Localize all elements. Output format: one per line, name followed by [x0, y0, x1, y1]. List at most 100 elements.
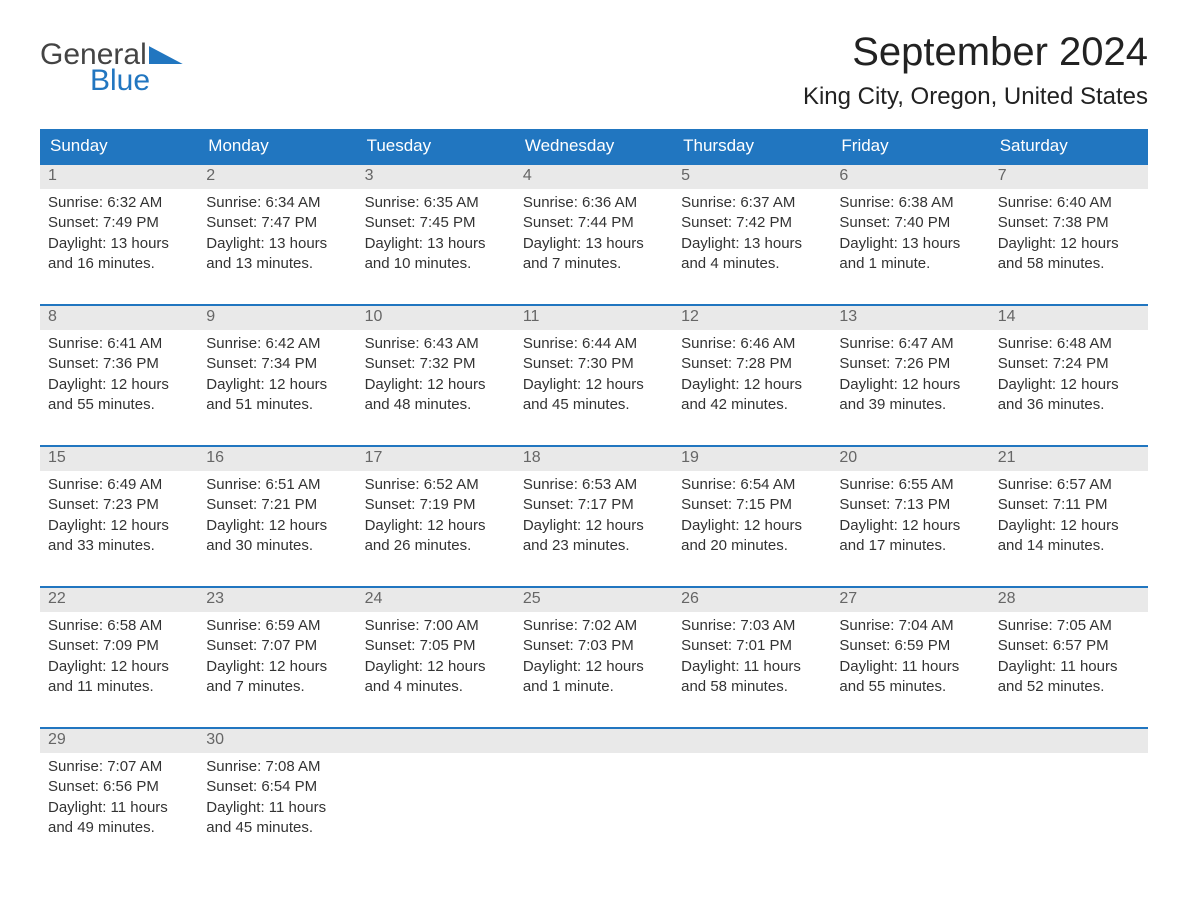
day-number: 18 — [515, 447, 673, 471]
daylight-text: Daylight: 12 hours and 58 minutes. — [998, 234, 1140, 275]
day-body: Sunrise: 6:48 AMSunset: 7:24 PMDaylight:… — [990, 330, 1148, 423]
day-cell: 7Sunrise: 6:40 AMSunset: 7:38 PMDaylight… — [990, 165, 1148, 282]
day-body — [673, 753, 831, 765]
week-row: 15Sunrise: 6:49 AMSunset: 7:23 PMDayligh… — [40, 445, 1148, 564]
daylight-text: Daylight: 12 hours and 55 minutes. — [48, 375, 190, 416]
day-number: 25 — [515, 588, 673, 612]
day-number: 26 — [673, 588, 831, 612]
day-body: Sunrise: 6:46 AMSunset: 7:28 PMDaylight:… — [673, 330, 831, 423]
sunrise-text: Sunrise: 6:51 AM — [206, 475, 348, 495]
day-cell: 19Sunrise: 6:54 AMSunset: 7:15 PMDayligh… — [673, 447, 831, 564]
logo-triangle-icon — [149, 46, 183, 64]
day-cell — [357, 729, 515, 846]
day-number: 6 — [831, 165, 989, 189]
sunset-text: Sunset: 7:21 PM — [206, 495, 348, 515]
daylight-text: Daylight: 12 hours and 4 minutes. — [365, 657, 507, 698]
sunrise-text: Sunrise: 7:02 AM — [523, 616, 665, 636]
sunrise-text: Sunrise: 6:37 AM — [681, 193, 823, 213]
sunrise-text: Sunrise: 6:34 AM — [206, 193, 348, 213]
day-number — [673, 729, 831, 753]
day-cell — [990, 729, 1148, 846]
day-cell: 27Sunrise: 7:04 AMSunset: 6:59 PMDayligh… — [831, 588, 989, 705]
day-number: 11 — [515, 306, 673, 330]
sunset-text: Sunset: 7:11 PM — [998, 495, 1140, 515]
day-cell: 5Sunrise: 6:37 AMSunset: 7:42 PMDaylight… — [673, 165, 831, 282]
logo: General Blue — [40, 40, 183, 96]
day-cell: 17Sunrise: 6:52 AMSunset: 7:19 PMDayligh… — [357, 447, 515, 564]
day-number: 12 — [673, 306, 831, 330]
day-body: Sunrise: 6:34 AMSunset: 7:47 PMDaylight:… — [198, 189, 356, 282]
month-title: September 2024 — [803, 30, 1148, 75]
day-body: Sunrise: 6:54 AMSunset: 7:15 PMDaylight:… — [673, 471, 831, 564]
day-number: 30 — [198, 729, 356, 753]
sunrise-text: Sunrise: 6:36 AM — [523, 193, 665, 213]
day-cell: 3Sunrise: 6:35 AMSunset: 7:45 PMDaylight… — [357, 165, 515, 282]
day-cell: 24Sunrise: 7:00 AMSunset: 7:05 PMDayligh… — [357, 588, 515, 705]
sunrise-text: Sunrise: 6:59 AM — [206, 616, 348, 636]
day-cell: 20Sunrise: 6:55 AMSunset: 7:13 PMDayligh… — [831, 447, 989, 564]
daylight-text: Daylight: 12 hours and 17 minutes. — [839, 516, 981, 557]
day-cell — [673, 729, 831, 846]
day-number: 5 — [673, 165, 831, 189]
day-cell: 26Sunrise: 7:03 AMSunset: 7:01 PMDayligh… — [673, 588, 831, 705]
day-number: 23 — [198, 588, 356, 612]
title-block: September 2024 King City, Oregon, United… — [803, 30, 1148, 111]
daylight-text: Daylight: 11 hours and 45 minutes. — [206, 798, 348, 839]
sunrise-text: Sunrise: 7:05 AM — [998, 616, 1140, 636]
sunset-text: Sunset: 7:34 PM — [206, 354, 348, 374]
day-header-sunday: Sunday — [40, 129, 198, 163]
week-row: 29Sunrise: 7:07 AMSunset: 6:56 PMDayligh… — [40, 727, 1148, 846]
day-number: 29 — [40, 729, 198, 753]
daylight-text: Daylight: 13 hours and 1 minute. — [839, 234, 981, 275]
day-body: Sunrise: 7:00 AMSunset: 7:05 PMDaylight:… — [357, 612, 515, 705]
day-cell — [515, 729, 673, 846]
sunrise-text: Sunrise: 6:38 AM — [839, 193, 981, 213]
sunset-text: Sunset: 7:05 PM — [365, 636, 507, 656]
daylight-text: Daylight: 12 hours and 20 minutes. — [681, 516, 823, 557]
day-cell: 29Sunrise: 7:07 AMSunset: 6:56 PMDayligh… — [40, 729, 198, 846]
day-body: Sunrise: 6:55 AMSunset: 7:13 PMDaylight:… — [831, 471, 989, 564]
day-body — [357, 753, 515, 765]
sunset-text: Sunset: 7:36 PM — [48, 354, 190, 374]
day-cell: 15Sunrise: 6:49 AMSunset: 7:23 PMDayligh… — [40, 447, 198, 564]
day-number: 2 — [198, 165, 356, 189]
sunset-text: Sunset: 7:44 PM — [523, 213, 665, 233]
sunset-text: Sunset: 7:38 PM — [998, 213, 1140, 233]
day-number — [990, 729, 1148, 753]
day-body: Sunrise: 6:57 AMSunset: 7:11 PMDaylight:… — [990, 471, 1148, 564]
day-number: 22 — [40, 588, 198, 612]
daylight-text: Daylight: 11 hours and 52 minutes. — [998, 657, 1140, 698]
day-cell — [831, 729, 989, 846]
sunrise-text: Sunrise: 6:55 AM — [839, 475, 981, 495]
day-number: 15 — [40, 447, 198, 471]
day-body: Sunrise: 6:59 AMSunset: 7:07 PMDaylight:… — [198, 612, 356, 705]
sunrise-text: Sunrise: 6:41 AM — [48, 334, 190, 354]
sunrise-text: Sunrise: 6:47 AM — [839, 334, 981, 354]
day-header-saturday: Saturday — [990, 129, 1148, 163]
daylight-text: Daylight: 12 hours and 39 minutes. — [839, 375, 981, 416]
sunrise-text: Sunrise: 7:04 AM — [839, 616, 981, 636]
sunset-text: Sunset: 7:32 PM — [365, 354, 507, 374]
sunrise-text: Sunrise: 6:52 AM — [365, 475, 507, 495]
daylight-text: Daylight: 13 hours and 16 minutes. — [48, 234, 190, 275]
day-body — [515, 753, 673, 765]
sunset-text: Sunset: 7:17 PM — [523, 495, 665, 515]
sunrise-text: Sunrise: 6:58 AM — [48, 616, 190, 636]
sunset-text: Sunset: 7:03 PM — [523, 636, 665, 656]
sunrise-text: Sunrise: 7:08 AM — [206, 757, 348, 777]
day-body: Sunrise: 6:36 AMSunset: 7:44 PMDaylight:… — [515, 189, 673, 282]
day-cell: 13Sunrise: 6:47 AMSunset: 7:26 PMDayligh… — [831, 306, 989, 423]
day-body: Sunrise: 6:47 AMSunset: 7:26 PMDaylight:… — [831, 330, 989, 423]
day-number: 28 — [990, 588, 1148, 612]
day-body: Sunrise: 6:37 AMSunset: 7:42 PMDaylight:… — [673, 189, 831, 282]
sunset-text: Sunset: 6:54 PM — [206, 777, 348, 797]
day-cell: 16Sunrise: 6:51 AMSunset: 7:21 PMDayligh… — [198, 447, 356, 564]
sunset-text: Sunset: 7:47 PM — [206, 213, 348, 233]
sunrise-text: Sunrise: 6:43 AM — [365, 334, 507, 354]
day-number — [357, 729, 515, 753]
day-number: 13 — [831, 306, 989, 330]
sunrise-text: Sunrise: 7:00 AM — [365, 616, 507, 636]
day-header-monday: Monday — [198, 129, 356, 163]
sunset-text: Sunset: 6:56 PM — [48, 777, 190, 797]
sunrise-text: Sunrise: 6:46 AM — [681, 334, 823, 354]
